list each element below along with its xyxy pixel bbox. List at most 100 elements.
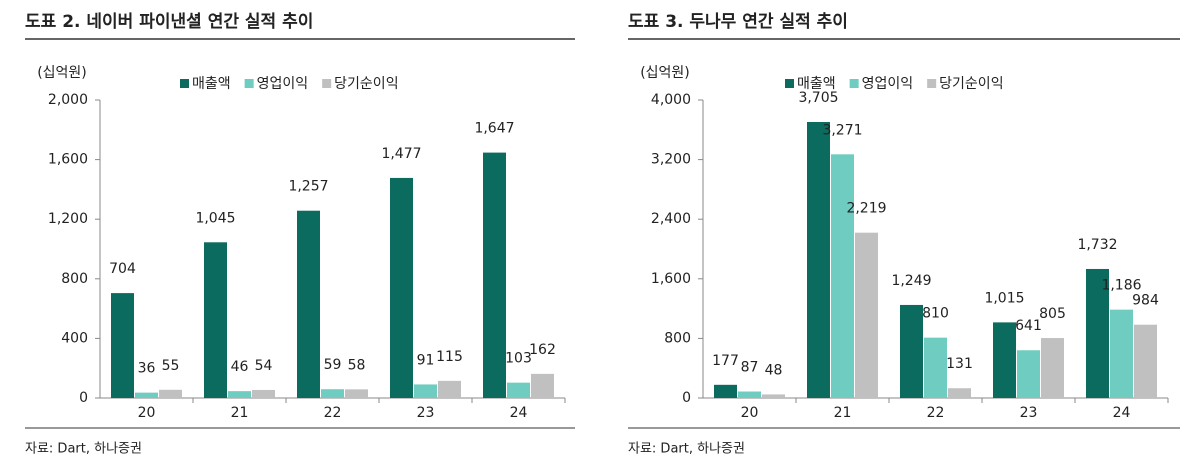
value-label: 3,705 [798, 90, 838, 106]
y-tick-label: 3,200 [651, 152, 691, 168]
legend-label: 매출액 [192, 76, 231, 92]
bar [345, 389, 368, 398]
bar [228, 391, 251, 398]
value-label: 1,732 [1077, 237, 1117, 253]
value-label: 810 [922, 306, 949, 322]
value-label: 3,271 [822, 122, 862, 138]
value-label: 55 [162, 358, 180, 374]
bar [159, 389, 182, 398]
bar [531, 373, 554, 398]
value-label: 1,045 [195, 210, 235, 226]
value-label: 131 [946, 356, 973, 372]
legend-label: 영업이익 [862, 76, 914, 92]
bar [438, 380, 461, 398]
x-tick-label: 21 [231, 405, 249, 421]
bar [1017, 350, 1040, 398]
value-label: 805 [1039, 306, 1066, 322]
value-label: 641 [1015, 318, 1042, 334]
bar [900, 304, 923, 398]
bar [762, 394, 785, 398]
bar [321, 389, 344, 398]
value-label: 59 [324, 357, 342, 373]
y-tick-label: 4,000 [651, 92, 691, 108]
x-tick-label: 24 [1113, 405, 1131, 421]
bar [252, 389, 275, 398]
bar [993, 322, 1016, 398]
bar [1134, 324, 1157, 398]
y-tick-label: 1,600 [48, 152, 88, 168]
y-tick-label: 400 [61, 330, 88, 346]
y-tick-label: 800 [664, 330, 691, 346]
chart-title: 도표 3. 두나무 연간 실적 추이 [628, 12, 848, 32]
source: 자료: Dart, 하나증권 [628, 442, 745, 457]
value-label: 1,015 [984, 290, 1024, 306]
y-tick-label: 1,600 [651, 271, 691, 287]
bar [1041, 338, 1064, 398]
y-tick-label: 0 [682, 390, 691, 406]
bar [924, 337, 947, 398]
value-label: 1,647 [474, 121, 514, 137]
value-label: 1,257 [288, 179, 328, 195]
value-label: 1,186 [1101, 278, 1141, 294]
value-label: 115 [436, 349, 463, 365]
legend-label: 영업이익 [257, 76, 309, 92]
bar [135, 392, 158, 398]
x-tick-label: 20 [138, 405, 156, 421]
unit-label: (십억원) [640, 65, 690, 81]
y-tick-label: 2,400 [651, 211, 691, 227]
x-tick-label: 20 [741, 405, 759, 421]
bar [855, 232, 878, 398]
bar [483, 152, 506, 398]
legend-swatch [244, 79, 254, 88]
legend-label: 매출액 [797, 76, 836, 92]
bar [204, 242, 227, 398]
x-tick-label: 24 [510, 405, 528, 421]
bar [1086, 268, 1109, 398]
value-label: 46 [231, 359, 249, 375]
x-tick-label: 23 [1020, 405, 1038, 421]
legend-label: 당기순이익 [334, 76, 398, 92]
value-label: 58 [348, 357, 366, 373]
value-label: 162 [529, 342, 556, 358]
legend-label: 당기순이익 [939, 76, 1003, 92]
x-tick-label: 21 [834, 405, 852, 421]
value-label: 36 [138, 361, 156, 377]
value-label: 984 [1132, 293, 1159, 309]
x-tick-label: 22 [324, 405, 342, 421]
value-label: 87 [741, 360, 759, 376]
value-label: 1,477 [381, 146, 421, 162]
legend-swatch [927, 79, 937, 88]
unit-label: (십억원) [37, 65, 87, 81]
y-tick-label: 800 [61, 271, 88, 287]
value-label: 177 [712, 353, 739, 369]
value-label: 54 [255, 358, 273, 374]
value-label: 91 [417, 352, 435, 368]
bar [414, 384, 437, 398]
legend-swatch [785, 79, 794, 88]
bar [807, 121, 830, 398]
value-label: 1,249 [891, 273, 931, 289]
y-tick-label: 1,200 [48, 211, 88, 227]
bar [111, 293, 134, 398]
bar [738, 391, 761, 398]
bar [390, 177, 413, 398]
bar [1110, 309, 1133, 398]
legend-swatch [322, 79, 332, 88]
bar [831, 154, 854, 398]
y-tick-label: 2,000 [48, 92, 88, 108]
bar [714, 384, 737, 398]
source: 자료: Dart, 하나증권 [25, 442, 142, 457]
x-tick-label: 23 [417, 405, 435, 421]
bar [297, 210, 320, 398]
y-tick-label: 0 [79, 390, 88, 406]
value-label: 2,219 [846, 201, 886, 217]
x-tick-label: 22 [927, 405, 945, 421]
value-label: 103 [505, 351, 532, 367]
bar [948, 388, 971, 398]
chart-title: 도표 2. 네이버 파이낸셜 연간 실적 추이 [25, 12, 313, 32]
bar [507, 382, 530, 398]
value-label: 48 [765, 362, 783, 378]
legend-swatch [849, 79, 859, 88]
value-label: 704 [109, 261, 136, 277]
